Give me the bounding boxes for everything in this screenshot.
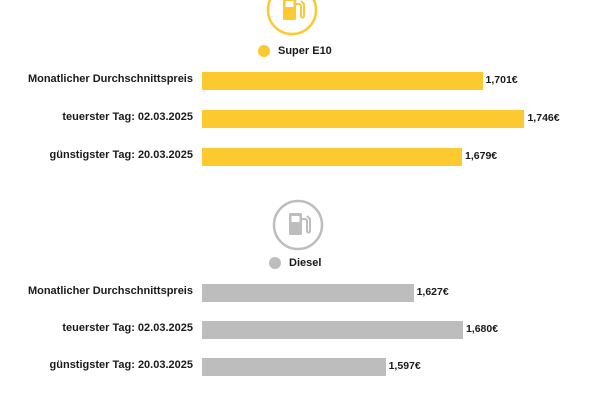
bar: [202, 284, 414, 302]
bar: [202, 321, 463, 339]
value-label: 1,701€: [485, 74, 518, 86]
legend-diesel: Diesel: [269, 257, 321, 269]
category-label: teuerster Tag: 02.03.2025: [62, 111, 193, 123]
bar-row: teuerster Tag: 02.03.2025 1,746€: [0, 108, 600, 130]
bar: [202, 148, 463, 166]
value-label: 1,597€: [388, 360, 421, 372]
legend-super-e10: Super E10: [258, 45, 332, 57]
legend-dot: [269, 257, 281, 269]
value-label: 1,627€: [416, 286, 449, 298]
value-label: 1,680€: [465, 323, 499, 335]
value-label: 1,679€: [465, 150, 498, 162]
bar: [202, 358, 386, 376]
bar-row: Monatlicher Durchschnittspreis 1,701€: [0, 70, 600, 92]
category-label: Monatlicher Durchschnittspreis: [27, 73, 193, 85]
value-label: 1,746€: [527, 112, 560, 124]
legend-label: Diesel: [289, 257, 322, 269]
fuel-pump-icon: [272, 199, 324, 251]
legend-label: Super E10: [278, 45, 332, 57]
bar-row: günstigster Tag: 20.03.2025 1,679€: [0, 146, 600, 168]
bar-row: Monatlicher Durchschnittspreis 1,627€: [0, 282, 600, 304]
bar: [202, 72, 483, 90]
bar-row: günstigster Tag: 20.03.2025 1,597€: [0, 356, 600, 378]
category-label: günstigster Tag: 20.03.2025: [49, 359, 193, 371]
chart-super-e10: Super E10 Monatlicher Durchschnittspreis…: [0, 0, 600, 190]
category-label: teuerster Tag: 02.03.2025: [62, 322, 193, 334]
bar: [202, 110, 525, 128]
legend-dot: [258, 45, 270, 57]
category-label: günstigster Tag: 20.03.2025: [49, 149, 193, 161]
fuel-pump-icon: [266, 0, 318, 36]
bar-row: teuerster Tag: 02.03.2025 1,680€: [0, 319, 600, 341]
category-label: Monatlicher Durchschnittspreis: [27, 285, 193, 297]
